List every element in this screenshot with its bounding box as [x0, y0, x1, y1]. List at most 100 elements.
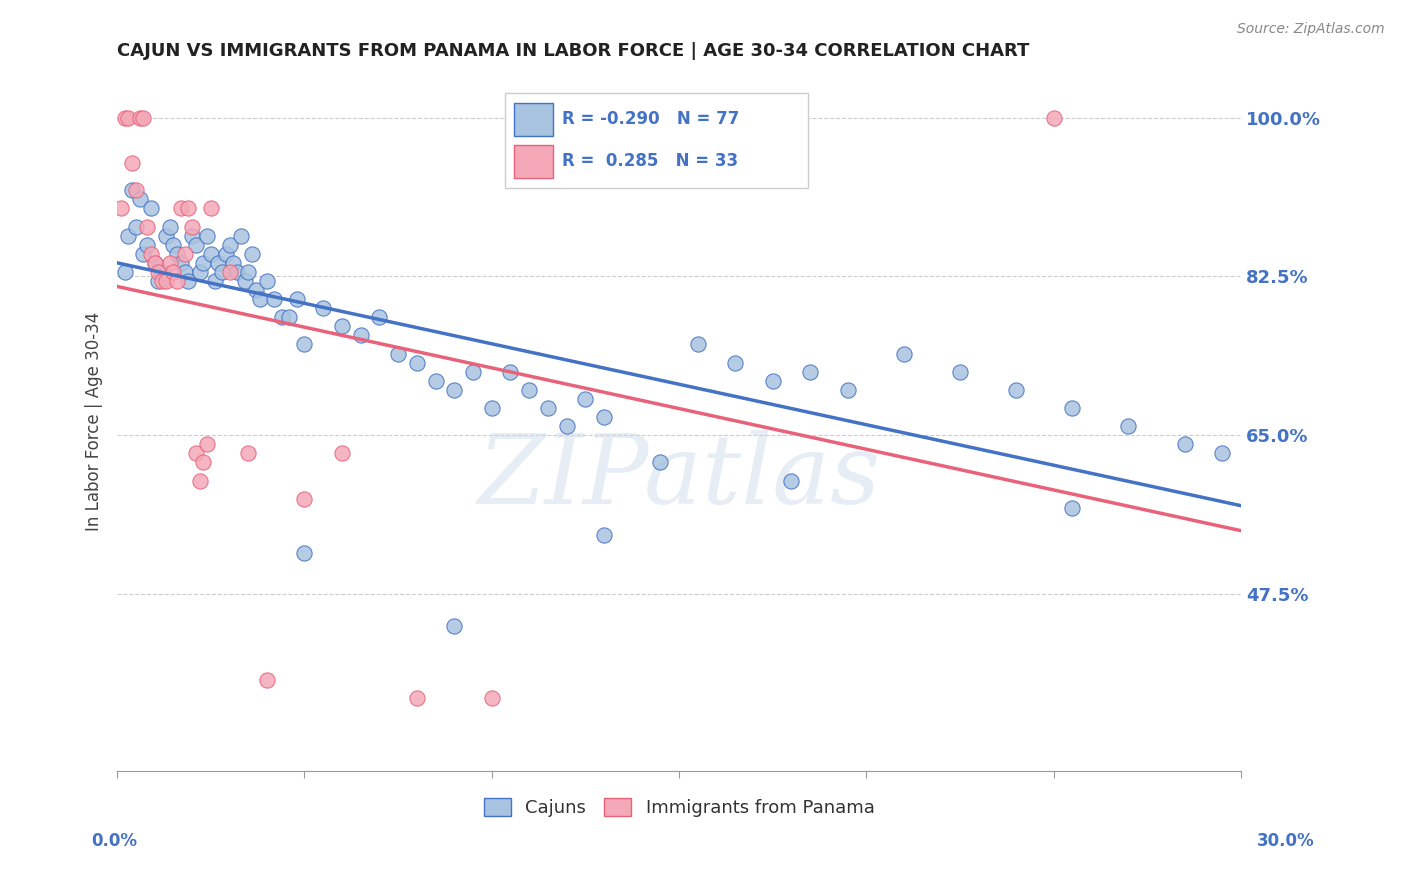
Text: Source: ZipAtlas.com: Source: ZipAtlas.com [1237, 22, 1385, 37]
Text: 0.0%: 0.0% [91, 831, 138, 849]
Point [143, 256, 166, 270]
Point [166, 274, 188, 288]
Point [1174, 437, 1197, 451]
Point [271, 310, 294, 325]
Point [481, 691, 503, 706]
Point [166, 247, 188, 261]
Point [780, 474, 803, 488]
Point [240, 247, 263, 261]
Point [177, 202, 200, 216]
Point [1118, 419, 1140, 434]
Point [139, 247, 162, 261]
Point [724, 356, 747, 370]
Point [173, 247, 195, 261]
Point [132, 111, 155, 125]
Point [136, 237, 159, 252]
Point [245, 283, 267, 297]
Point [148, 274, 170, 288]
Point [222, 256, 245, 270]
Point [294, 337, 316, 351]
Point [249, 292, 271, 306]
Point [173, 265, 195, 279]
Point [387, 346, 409, 360]
Point [294, 491, 316, 506]
Point [312, 301, 335, 316]
Point [117, 228, 139, 243]
Text: ZIPatlas: ZIPatlas [478, 431, 880, 524]
Point [110, 202, 132, 216]
Y-axis label: In Labor Force | Age 30-34: In Labor Force | Age 30-34 [86, 312, 103, 531]
Point [256, 673, 278, 687]
Point [181, 228, 204, 243]
Point [177, 274, 200, 288]
Point [128, 111, 150, 125]
Point [593, 528, 616, 542]
Point [184, 446, 207, 460]
Point [114, 111, 136, 125]
Point [949, 365, 972, 379]
Point [238, 446, 260, 460]
Point [215, 247, 238, 261]
Point [574, 392, 596, 406]
Point [233, 274, 256, 288]
Point [125, 183, 148, 197]
Point [285, 292, 308, 306]
Point [114, 265, 136, 279]
Point [537, 401, 560, 415]
Point [184, 237, 207, 252]
Point [211, 265, 233, 279]
Point [443, 618, 465, 632]
Point [238, 265, 260, 279]
Point [207, 256, 229, 270]
Legend: Cajuns, Immigrants from Panama: Cajuns, Immigrants from Panama [477, 790, 882, 824]
Point [405, 356, 427, 370]
Point [1005, 383, 1028, 397]
Point [686, 337, 709, 351]
Point [159, 256, 181, 270]
Point [762, 374, 785, 388]
Point [162, 265, 184, 279]
Point [193, 455, 215, 469]
Point [218, 265, 240, 279]
Point [461, 365, 484, 379]
Point [155, 274, 177, 288]
Point [1062, 500, 1084, 515]
Point [121, 183, 143, 197]
Point [294, 546, 316, 560]
Point [193, 256, 215, 270]
Point [117, 111, 139, 125]
Text: 30.0%: 30.0% [1257, 831, 1315, 849]
Point [330, 446, 353, 460]
Point [200, 202, 222, 216]
Point [499, 365, 522, 379]
Point [159, 219, 181, 234]
Point [148, 265, 170, 279]
Point [132, 247, 155, 261]
Point [350, 328, 373, 343]
Point [181, 219, 204, 234]
Point [136, 219, 159, 234]
Point [1211, 446, 1233, 460]
Point [256, 274, 278, 288]
Point [893, 346, 915, 360]
Point [125, 219, 148, 234]
Point [139, 202, 162, 216]
Point [1042, 111, 1064, 125]
Point [593, 410, 616, 425]
Point [218, 237, 240, 252]
Point [155, 228, 177, 243]
Point [170, 256, 193, 270]
Point [837, 383, 859, 397]
Point [226, 265, 249, 279]
Point [162, 237, 184, 252]
Point [150, 274, 173, 288]
Point [121, 156, 143, 170]
Point [1062, 401, 1084, 415]
Point [150, 265, 173, 279]
Point [204, 274, 226, 288]
Point [425, 374, 447, 388]
Point [799, 365, 821, 379]
Point [278, 310, 301, 325]
Point [443, 383, 465, 397]
Point [229, 228, 252, 243]
